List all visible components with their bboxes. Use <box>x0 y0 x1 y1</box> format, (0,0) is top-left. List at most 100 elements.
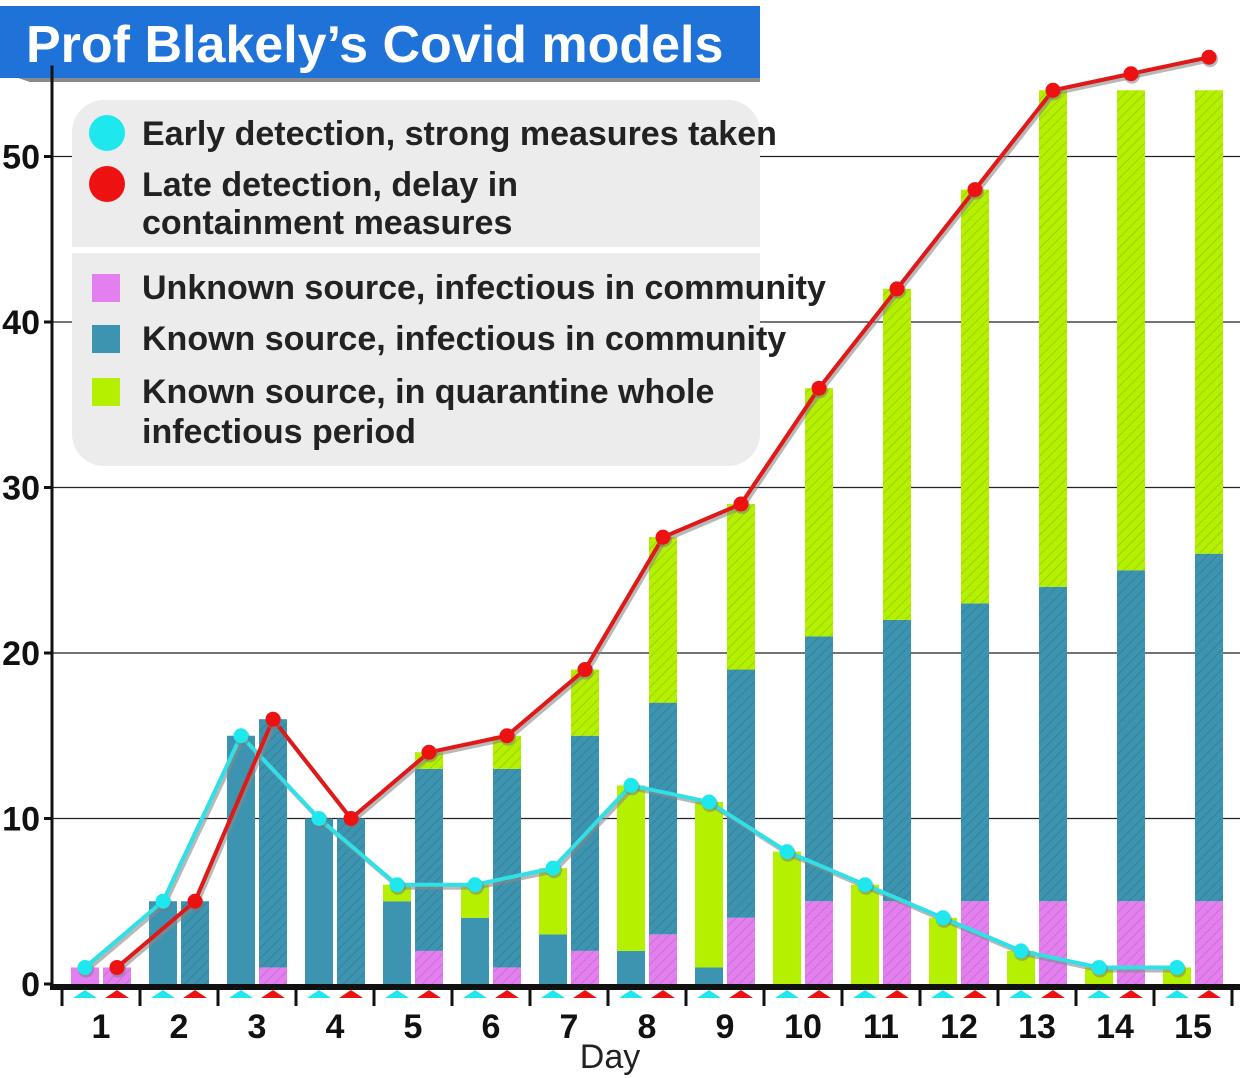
bar-early-day11-seg2 <box>851 884 879 984</box>
point-late-day4 <box>343 811 359 826</box>
point-early-day7 <box>545 860 561 876</box>
x-tick-label: 10 <box>784 1008 822 1046</box>
x-marker-late <box>339 990 363 998</box>
bar-hatch-late-day10-seg2 <box>805 388 833 637</box>
x-tick-label: 5 <box>404 1008 423 1046</box>
point-late-day3 <box>265 711 281 727</box>
point-early-day13 <box>1013 943 1029 959</box>
x-marker-late <box>573 990 597 998</box>
point-late-day5 <box>421 744 437 760</box>
point-late-day8 <box>655 529 671 545</box>
bar-hatch-late-day8-seg0 <box>649 934 677 984</box>
legend-line-label: Late detection, delay in <box>142 166 518 204</box>
x-marker-early <box>151 990 175 998</box>
bar-hatch-late-day15-seg2 <box>1195 90 1223 554</box>
point-early-day3 <box>233 728 249 744</box>
bar-early-day12-seg2 <box>929 917 957 984</box>
y-tick-label: 20 <box>2 635 40 673</box>
x-marker-early <box>931 990 955 998</box>
point-early-day11 <box>857 877 873 893</box>
x-marker-early <box>697 990 721 998</box>
point-early-day15 <box>1169 959 1185 975</box>
bar-hatch-late-day14-seg1 <box>1117 570 1145 902</box>
bar-hatch-late-day9-seg2 <box>727 504 755 670</box>
x-tick-label: 4 <box>326 1008 345 1046</box>
x-marker-late <box>963 990 987 998</box>
y-tick-label: 50 <box>2 139 40 177</box>
x-marker-early <box>1087 990 1111 998</box>
x-marker-late <box>807 990 831 998</box>
bar-hatch-late-day15-seg1 <box>1195 553 1223 902</box>
x-tick-label: 9 <box>716 1008 735 1046</box>
title-banner-bg <box>0 6 760 78</box>
legend-swatch-0 <box>92 274 120 302</box>
bar-early-day7-seg2 <box>539 868 567 935</box>
x-marker-early <box>853 990 877 998</box>
bar-hatch-late-day11-seg0 <box>883 901 911 984</box>
point-early-day14 <box>1091 959 1107 975</box>
point-late-day14 <box>1123 66 1139 82</box>
x-tick-label: 13 <box>1018 1008 1056 1046</box>
x-marker-early <box>385 990 409 998</box>
x-marker-early <box>619 990 643 998</box>
x-marker-late <box>495 990 519 998</box>
legend-marker-1 <box>89 166 125 202</box>
x-marker-late <box>417 990 441 998</box>
legend-swatch-1 <box>92 325 120 353</box>
point-late-day2 <box>187 893 203 909</box>
bar-hatch-late-day8-seg2 <box>649 537 677 703</box>
x-marker-late <box>1041 990 1065 998</box>
point-late-day7 <box>577 662 593 678</box>
point-early-day2 <box>155 893 171 909</box>
bar-early-day9-seg2 <box>695 801 723 968</box>
point-early-day1 <box>77 959 93 975</box>
bar-hatch-late-day11-seg2 <box>883 288 911 620</box>
bar-hatch-late-day6-seg0 <box>493 967 521 984</box>
legend: Early detection, strong measures taken La… <box>72 100 826 466</box>
legend-line-label: containment measures <box>142 204 512 242</box>
bar-hatch-late-day14-seg2 <box>1117 90 1145 571</box>
x-marker-early <box>73 990 97 998</box>
legend-marker-0 <box>89 115 125 151</box>
x-marker-early <box>229 990 253 998</box>
x-marker-late <box>1197 990 1221 998</box>
x-marker-early <box>1165 990 1189 998</box>
point-late-day12 <box>967 182 983 198</box>
bar-hatch-late-day12-seg0 <box>961 901 989 984</box>
bar-early-day9-seg1 <box>695 967 723 984</box>
bar-hatch-late-day6-seg1 <box>493 768 521 968</box>
bar-early-day5-seg1 <box>383 901 411 984</box>
point-late-day6 <box>499 728 515 744</box>
x-tick-label: 3 <box>248 1008 267 1046</box>
x-marker-late <box>1119 990 1143 998</box>
bar-hatch-late-day7-seg0 <box>571 950 599 984</box>
x-marker-early <box>1009 990 1033 998</box>
bar-hatch-late-day10-seg1 <box>805 636 833 902</box>
point-early-day4 <box>311 811 327 826</box>
x-marker-late <box>651 990 675 998</box>
bar-hatch-late-day11-seg1 <box>883 619 911 902</box>
y-tick-label: 10 <box>2 801 40 839</box>
point-early-day9 <box>701 794 717 810</box>
x-tick-label: 11 <box>863 1008 899 1046</box>
x-marker-late <box>885 990 909 998</box>
bar-hatch-late-day13-seg0 <box>1039 901 1067 984</box>
bar-hatch-late-day9-seg1 <box>727 669 755 918</box>
point-early-day8 <box>623 777 639 793</box>
bar-early-day4-seg1 <box>305 818 333 984</box>
bar-early-day8-seg1 <box>617 950 645 984</box>
y-tick-label: 30 <box>2 470 40 508</box>
point-late-day11 <box>889 281 905 297</box>
x-tick-label: 1 <box>92 1008 111 1046</box>
x-tick-label: 15 <box>1174 1008 1212 1046</box>
title-banner: Prof Blakely’s Covid models <box>0 6 760 82</box>
bar-hatch-late-day10-seg0 <box>805 901 833 984</box>
x-tick-label: 8 <box>638 1008 657 1046</box>
legend-component-label: Known source, infectious in community <box>142 320 786 358</box>
legend-component-label: Unknown source, infectious in community <box>142 269 826 307</box>
x-tick-label: 2 <box>170 1008 189 1046</box>
bar-early-day8-seg2 <box>617 785 645 951</box>
bar-hatch-late-day3-seg0 <box>259 967 287 984</box>
x-marker-late <box>183 990 207 998</box>
